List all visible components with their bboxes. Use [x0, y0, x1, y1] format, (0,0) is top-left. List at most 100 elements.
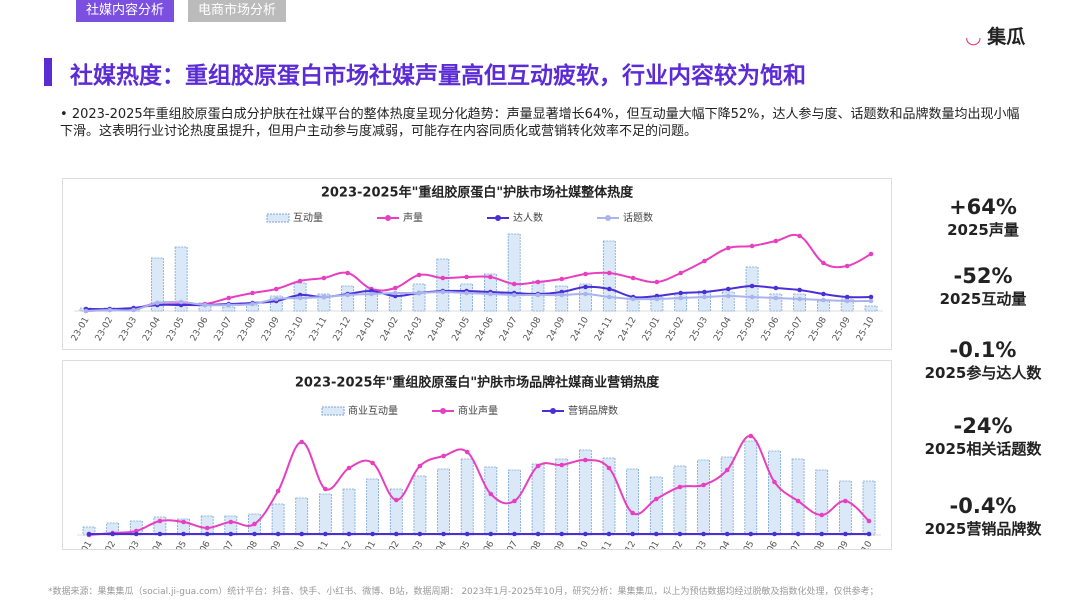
x-tick-label: 25-09 — [831, 315, 853, 343]
bar — [460, 458, 474, 536]
point — [773, 295, 779, 301]
x-tick-label: 23-04 — [144, 539, 166, 549]
point — [583, 531, 588, 537]
legend-label: 互动量 — [293, 212, 323, 224]
point — [464, 449, 470, 455]
point — [795, 531, 801, 537]
bar — [555, 458, 569, 536]
point — [416, 290, 422, 296]
x-tick-label: 23-03 — [117, 316, 139, 344]
legend-label: 达人数 — [513, 211, 543, 224]
x-tick-label: 25-04 — [711, 539, 733, 549]
point — [275, 488, 281, 494]
legend-label: 商业互动量 — [348, 404, 398, 417]
x-tick-label: 25-01 — [640, 540, 662, 550]
point — [843, 531, 848, 537]
point — [417, 531, 423, 537]
point — [464, 274, 469, 280]
point — [297, 278, 303, 284]
point — [821, 297, 826, 303]
x-tick-label: 24-07 — [498, 540, 520, 550]
point — [202, 302, 208, 308]
x-tick-label: 25-01 — [641, 316, 663, 344]
x-tick-label: 23-05 — [165, 316, 187, 344]
point — [559, 531, 565, 537]
x-tick-label: 23-04 — [141, 315, 163, 343]
point — [844, 263, 850, 269]
line — [85, 233, 872, 312]
bar — [578, 449, 592, 536]
point — [819, 512, 825, 518]
x-tick-label: 23-02 — [94, 316, 116, 344]
x-tick-label: 25-04 — [712, 315, 734, 343]
point — [323, 486, 328, 492]
x-tick-label: 23-12 — [332, 316, 354, 344]
point — [724, 467, 730, 473]
point — [583, 291, 588, 297]
x-tick-label: 24-04 — [427, 315, 449, 343]
point — [844, 294, 850, 300]
point — [677, 531, 683, 537]
point — [274, 296, 279, 302]
legend-swatch — [266, 213, 290, 223]
point — [797, 296, 802, 302]
bar — [817, 300, 830, 312]
x-tick-label: 24-09 — [546, 539, 568, 549]
point — [488, 531, 494, 537]
legend-label: 话题数 — [623, 211, 653, 224]
point — [511, 281, 517, 287]
point — [417, 463, 423, 469]
point — [677, 484, 683, 490]
point — [369, 291, 374, 297]
point — [748, 531, 754, 537]
kpi-label: 2025声量 — [947, 221, 1019, 239]
x-tick-label: 23-09 — [262, 539, 284, 549]
point — [83, 308, 89, 314]
point — [749, 294, 755, 300]
bar — [150, 257, 164, 312]
legend-swatch — [550, 408, 556, 414]
kpi-label: 2025互动量 — [939, 290, 1027, 308]
x-tick-label: 24-06 — [474, 315, 496, 343]
point — [321, 294, 327, 300]
point — [464, 290, 469, 296]
bar — [649, 476, 663, 536]
x-tick-label: 23-05 — [167, 540, 189, 550]
x-tick-label: 25-07 — [783, 316, 805, 344]
point — [701, 482, 706, 488]
point — [701, 531, 706, 537]
bar — [531, 463, 545, 536]
bar — [317, 293, 331, 312]
bar — [768, 450, 781, 536]
point — [821, 260, 826, 266]
tab[interactable]: 电商市场分析 — [188, 0, 287, 22]
point — [157, 531, 163, 537]
point — [772, 479, 777, 485]
point — [725, 286, 731, 292]
bar — [697, 459, 710, 536]
bar — [342, 488, 356, 536]
point — [535, 292, 541, 298]
x-tick-label: 23-09 — [260, 315, 282, 343]
x-tick-label: 24-05 — [451, 540, 473, 550]
point — [181, 519, 186, 525]
tab[interactable]: 社媒内容分析 — [76, 0, 175, 22]
x-tick-label: 25-06 — [760, 315, 782, 343]
x-tick-label: 23-10 — [284, 315, 306, 343]
bar — [341, 285, 355, 312]
point — [250, 290, 255, 296]
kpi: +64% 2025声量 — [888, 195, 1078, 240]
point — [607, 270, 612, 276]
point — [535, 531, 541, 537]
bar — [366, 478, 380, 536]
point — [321, 275, 327, 281]
point — [440, 275, 446, 281]
point — [131, 307, 136, 313]
legend-label: 声量 — [403, 211, 423, 224]
point — [583, 457, 588, 463]
bar — [626, 468, 640, 536]
kpi-label: 2025参与达人数 — [924, 364, 1042, 382]
point — [819, 531, 825, 537]
